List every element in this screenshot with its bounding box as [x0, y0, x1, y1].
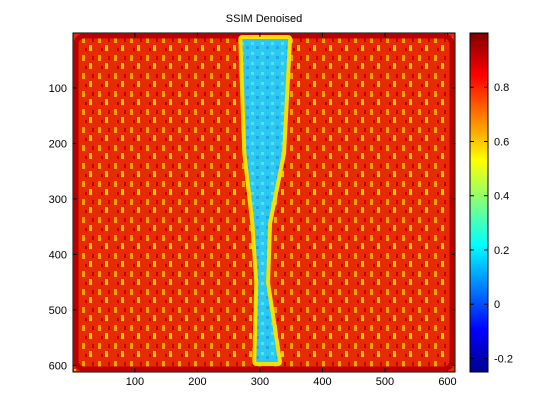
- colorbar-tick-label: 0.2: [494, 245, 509, 257]
- x-tick-label: 300: [251, 376, 269, 388]
- chart-title: SSIM Denoised: [226, 13, 302, 25]
- low-ssim-stripe: [238, 35, 293, 366]
- y-tick-label: 200: [49, 138, 67, 150]
- colorbar-tick-label: 0.4: [494, 191, 509, 203]
- x-tick-label: 100: [126, 376, 144, 388]
- y-tick-label: 100: [49, 83, 67, 95]
- colorbar-tick-label: 0.8: [494, 82, 509, 94]
- colorbar-tick-label: 0.6: [494, 136, 509, 148]
- x-axis: 100 200 300 400 500 600: [126, 33, 457, 388]
- y-tick-label: 400: [49, 249, 67, 261]
- heatmap-image: [73, 33, 455, 372]
- plot-frame: [72, 32, 456, 373]
- x-tick-label: 500: [376, 376, 394, 388]
- x-tick-label: 400: [313, 376, 331, 388]
- colorbar: -0.2 0 0.2 0.4 0.6 0.8: [469, 32, 513, 373]
- y-tick-label: 500: [49, 305, 67, 317]
- colorbar-gradient: [469, 32, 489, 373]
- colorbar-ticks: -0.2 0 0.2 0.4 0.6 0.8: [470, 82, 513, 365]
- colorbar-tick-label: -0.2: [494, 353, 513, 365]
- y-tick-label: 300: [49, 194, 67, 206]
- stripe-core: [242, 39, 289, 362]
- y-tick-label: 600: [49, 360, 67, 372]
- x-tick-label: 600: [438, 376, 456, 388]
- x-tick-label: 200: [188, 376, 206, 388]
- colorbar-tick-label: 0: [494, 299, 500, 311]
- y-axis: 100 200 300 400 500 600: [49, 83, 455, 372]
